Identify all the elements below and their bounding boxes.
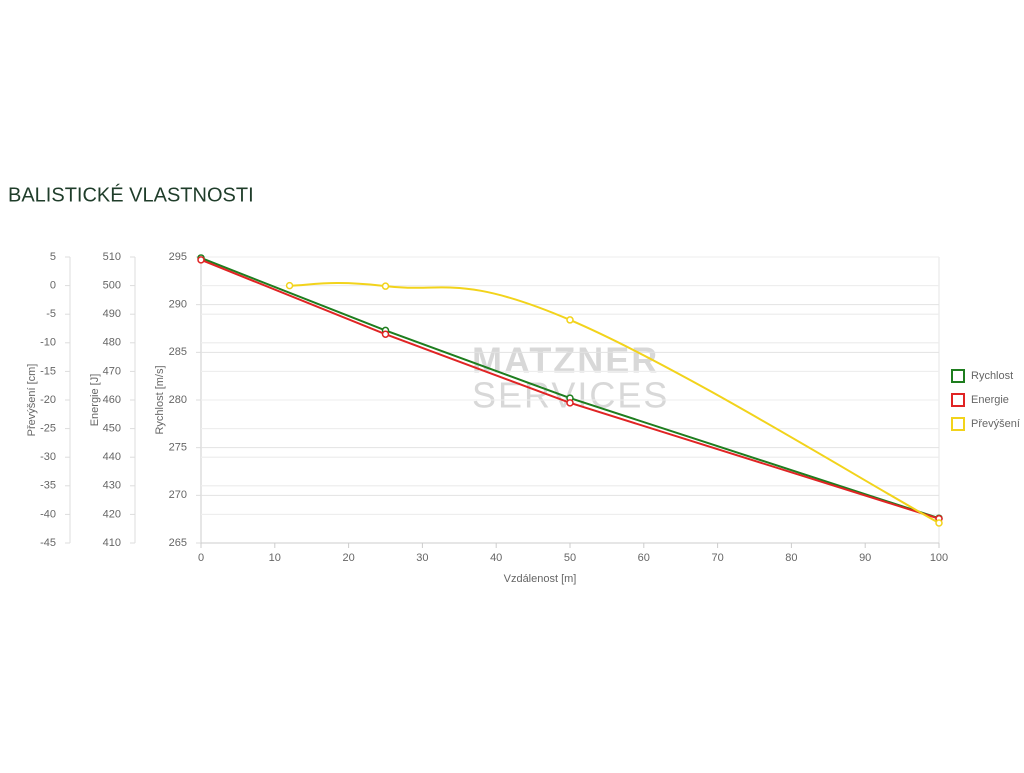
series-line: [200, 258, 940, 520]
y-tick-label: 270: [169, 489, 187, 501]
y3-tick-label: 5: [50, 251, 56, 263]
y3-tick-label: -35: [40, 480, 56, 492]
y2-tick-label: 490: [103, 308, 121, 320]
y2-tick-label: 460: [103, 394, 121, 406]
x-tick-label: 50: [564, 552, 576, 564]
y2-tick-label: 430: [103, 480, 121, 492]
data-point: [381, 282, 390, 290]
y3-tick-label: -30: [40, 451, 56, 463]
legend-swatch: [951, 417, 965, 431]
x-tick-label: 30: [416, 552, 428, 564]
y2-tick-label: 450: [103, 423, 121, 435]
y3-axis-title: Převýšení [cm]: [26, 364, 38, 437]
x-tick-label: 20: [342, 552, 354, 564]
y-tick-label: 285: [169, 346, 187, 358]
y-tick-label: 280: [169, 394, 187, 406]
legend-swatch: [951, 393, 965, 407]
y2-tick-label: 480: [103, 337, 121, 349]
x-tick-label: 80: [785, 552, 797, 564]
y2-tick-label: 470: [103, 365, 121, 377]
y-tick-label: 295: [169, 251, 187, 263]
data-point: [566, 399, 574, 407]
y2-tick-label: 510: [103, 251, 121, 263]
x-tick-label: 60: [638, 552, 650, 564]
x-tick-label: 0: [198, 552, 204, 564]
y3-tick-label: 0: [50, 280, 56, 292]
y-tick-label: 275: [169, 442, 187, 454]
y3-tick-label: -15: [40, 365, 56, 377]
legend-swatch: [951, 369, 965, 383]
y3-tick-label: -25: [40, 423, 56, 435]
y3-tick-label: -20: [40, 394, 56, 406]
legend-label: Energie: [971, 394, 1009, 406]
chart-title: BALISTICKÉ VLASTNOSTI: [8, 183, 254, 206]
x-tick-label: 100: [930, 552, 948, 564]
y2-tick-label: 500: [103, 280, 121, 292]
y-tick-label: 290: [169, 299, 187, 311]
y3-tick-label: -40: [40, 508, 56, 520]
data-point: [197, 256, 205, 264]
series-line: [200, 257, 940, 520]
y-tick-label: 265: [169, 537, 187, 549]
legend-label: Rychlost: [971, 370, 1013, 382]
data-point: [566, 316, 574, 324]
data-point: [381, 330, 390, 338]
data-point: [935, 519, 943, 527]
y3-tick-label: -5: [46, 308, 56, 320]
y2-axis-title: Energie [J]: [89, 374, 101, 427]
series-line: [289, 282, 940, 524]
y2-tick-label: 420: [103, 508, 121, 520]
y-axis-title: Rychlost [m/s]: [154, 365, 166, 434]
x-tick-label: 10: [269, 552, 281, 564]
y3-tick-label: -10: [40, 337, 56, 349]
x-tick-label: 70: [711, 552, 723, 564]
data-point: [285, 281, 294, 290]
x-tick-label: 40: [490, 552, 502, 564]
y2-tick-label: 410: [103, 537, 121, 549]
legend-label: Převýšení: [971, 418, 1020, 430]
y3-tick-label: -45: [40, 537, 56, 549]
x-axis-title: Vzdálenost [m]: [504, 573, 577, 585]
x-tick-label: 90: [859, 552, 871, 564]
y2-tick-label: 440: [103, 451, 121, 463]
